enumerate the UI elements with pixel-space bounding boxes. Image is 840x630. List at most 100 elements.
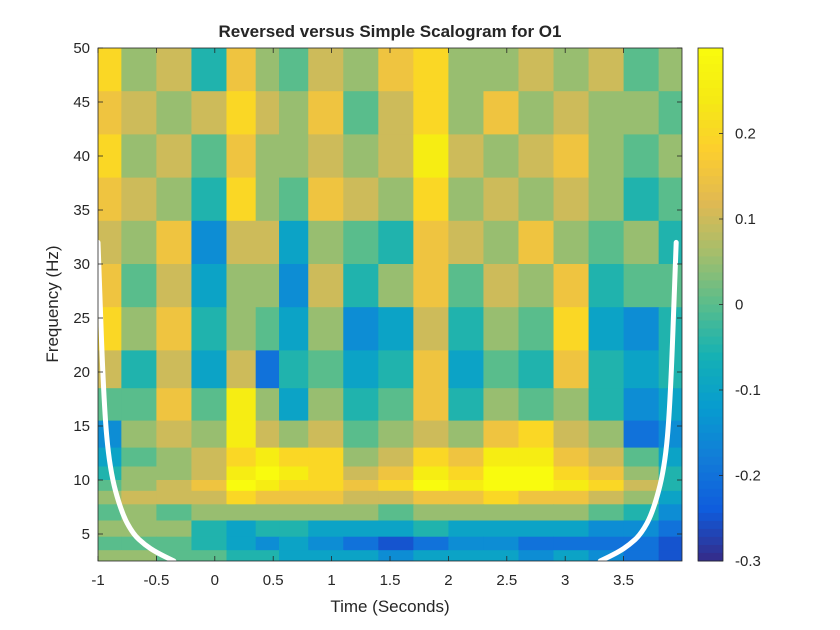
cone-of-influence xyxy=(98,239,679,561)
heatmap-cell xyxy=(191,504,228,522)
heatmap-cell xyxy=(448,264,485,308)
heatmap-cell xyxy=(623,550,660,561)
heatmap-cell xyxy=(413,447,449,468)
colorbar-segment xyxy=(698,384,723,394)
colorbar-segment xyxy=(698,336,723,346)
heatmap-cell xyxy=(588,420,625,449)
heatmap-cell xyxy=(98,220,122,265)
heatmap-cell xyxy=(448,177,485,222)
heatmap-cell xyxy=(343,480,379,492)
heatmap-cell xyxy=(553,177,590,222)
heatmap-cell xyxy=(483,48,520,92)
heatmap-cell xyxy=(191,350,228,389)
heatmap-cell xyxy=(308,177,344,222)
heatmap-cell xyxy=(255,134,280,179)
colorbar-tick-label: -0.3 xyxy=(735,553,761,570)
heatmap-cell xyxy=(279,490,309,505)
heatmap-cell xyxy=(623,134,660,179)
heatmap-cell xyxy=(518,466,555,481)
heatmap-cell xyxy=(191,264,228,308)
colorbar-segment xyxy=(698,312,723,322)
heatmap-cell xyxy=(308,447,344,468)
heatmap-cell xyxy=(518,480,555,492)
heatmap-cell xyxy=(156,388,193,422)
y-tick-label: 20 xyxy=(73,364,90,381)
y-tick-label: 45 xyxy=(73,94,90,111)
colorbar-segment xyxy=(698,376,723,386)
colorbar-segment xyxy=(698,264,723,273)
colorbar-segment xyxy=(698,208,723,217)
x-axis-label: Time (Seconds) xyxy=(330,597,449,616)
colorbar-segment xyxy=(698,272,723,281)
heatmap-cell xyxy=(588,48,625,92)
colorbar-segment xyxy=(698,280,723,289)
heatmap-cell xyxy=(588,220,625,265)
heatmap-cell xyxy=(448,420,485,449)
heatmap-cell xyxy=(255,220,280,265)
heatmap-cell xyxy=(255,536,280,551)
heatmap-cell xyxy=(588,134,625,179)
heatmap-cell xyxy=(483,264,520,308)
heatmap-cell xyxy=(413,520,449,538)
heatmap-cell xyxy=(658,550,682,561)
x-tick-label: 0 xyxy=(211,572,219,589)
heatmap-cell xyxy=(518,490,555,505)
heatmap-cell xyxy=(413,220,449,265)
colorbar-segment xyxy=(698,96,723,105)
heatmap-cell xyxy=(121,177,157,222)
heatmap-cell xyxy=(378,490,414,505)
heatmap-cell xyxy=(156,447,193,468)
heatmap-cell xyxy=(308,388,344,422)
colorbar-segment xyxy=(698,488,723,498)
heatmap-cell xyxy=(226,466,257,481)
heatmap-cell xyxy=(226,177,257,222)
heatmap-cell xyxy=(448,490,485,505)
heatmap-cell xyxy=(255,550,280,561)
heatmap-cell xyxy=(98,264,122,308)
heatmap-cell xyxy=(518,388,555,422)
heatmap-cell xyxy=(483,480,520,492)
heatmap-cell xyxy=(191,177,228,222)
heatmap-cell xyxy=(623,490,660,505)
heatmap-cell xyxy=(623,307,660,351)
colorbar-segment xyxy=(698,480,723,490)
heatmap-cell xyxy=(308,550,344,561)
heatmap-cell xyxy=(413,480,449,492)
heatmap-cell xyxy=(658,48,682,92)
heatmap-cell xyxy=(226,220,257,265)
heatmap-cell xyxy=(588,536,625,551)
heatmap-cell xyxy=(413,264,449,308)
colorbar-segment xyxy=(698,392,723,402)
colorbar-segment xyxy=(698,456,723,466)
heatmap-cell xyxy=(658,504,682,522)
heatmap-cell xyxy=(121,134,157,179)
y-axis-label: Frequency (Hz) xyxy=(43,245,62,362)
colorbar-segment xyxy=(698,104,723,113)
heatmap xyxy=(98,48,682,561)
heatmap-cell xyxy=(483,504,520,522)
heatmap-cell xyxy=(553,447,590,468)
colorbar-segment xyxy=(698,496,723,506)
colorbar-segment xyxy=(698,160,723,169)
heatmap-cell xyxy=(343,134,379,179)
heatmap-cell xyxy=(413,307,449,351)
heatmap-cell xyxy=(518,91,555,135)
heatmap-cell xyxy=(518,264,555,308)
heatmap-cell xyxy=(255,307,280,351)
heatmap-cell xyxy=(191,420,228,449)
heatmap-cell xyxy=(553,91,590,135)
heatmap-cell xyxy=(121,480,157,492)
heatmap-cell xyxy=(121,420,157,449)
heatmap-cell xyxy=(553,536,590,551)
heatmap-cell xyxy=(98,480,122,492)
heatmap-cell xyxy=(343,220,379,265)
heatmap-cell xyxy=(343,466,379,481)
heatmap-cell xyxy=(623,420,660,449)
colorbar-segment xyxy=(698,544,723,554)
heatmap-cell xyxy=(448,504,485,522)
heatmap-cell xyxy=(483,220,520,265)
heatmap-cell xyxy=(226,480,257,492)
heatmap-cell xyxy=(308,350,344,389)
heatmap-cell xyxy=(518,420,555,449)
heatmap-cell xyxy=(226,307,257,351)
